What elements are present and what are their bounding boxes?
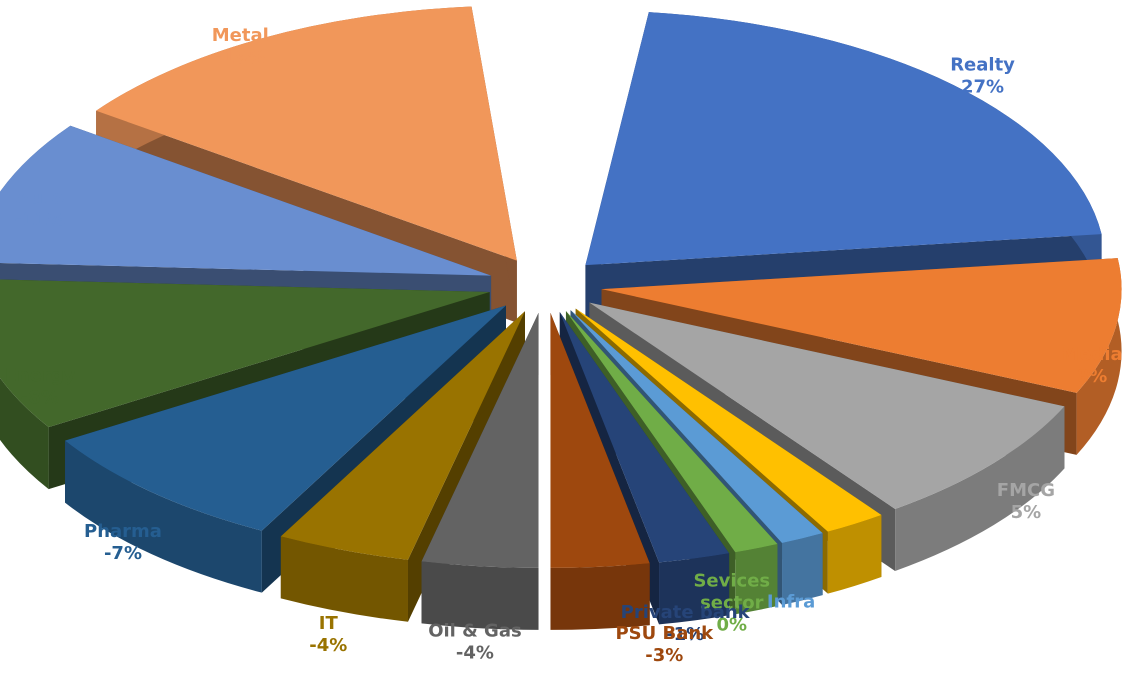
label-realty: Realty 27%	[950, 54, 1015, 97]
slice-oil-gas	[421, 312, 539, 630]
label-fmcg: FMCG 5%	[997, 480, 1055, 523]
slice-sevices-sector-rim	[735, 544, 778, 615]
label-it: IT -4%	[309, 613, 347, 656]
slice-oil-gas-rim	[421, 561, 539, 630]
label-oil-gas: Oil & Gas -4%	[428, 620, 522, 663]
slice-infra-rim	[782, 533, 823, 606]
slice-energy-top	[0, 279, 490, 428]
slice-psu-bank-rim	[550, 563, 650, 630]
slice-pharma-top	[65, 305, 506, 531]
slice-media-top	[601, 258, 1122, 393]
slice-psu-bank	[550, 312, 650, 630]
label-media: Media 8%	[1061, 344, 1122, 387]
label-metal: Metal -19%	[212, 25, 269, 68]
label-infra: Infra	[767, 592, 815, 613]
slice-it-rim	[280, 536, 408, 622]
label-psu-bank: PSU Bank -3%	[615, 623, 714, 666]
slice-pharma-rim	[65, 440, 262, 593]
slice-slice-3-rim	[827, 514, 882, 594]
slice-it-top	[280, 311, 525, 560]
slice-infra-top	[570, 310, 823, 544]
slice-fmcg-rim	[895, 406, 1065, 571]
slice-media-rim	[1076, 258, 1122, 455]
slice-slice-3-top	[575, 308, 882, 532]
label-private-bank: Private bank -1%	[621, 602, 751, 645]
label-sevices-sector: Sevices sector 0%	[693, 570, 770, 635]
slice-psu-bank-top	[550, 312, 650, 568]
label-auto: Auto -11%	[15, 188, 66, 231]
slice-fmcg-top	[589, 302, 1065, 509]
slice-private-bank-top	[559, 312, 730, 563]
pie-slices	[0, 6, 1122, 630]
label-energy: Energy -8%	[5, 365, 76, 408]
label-pharma: Pharma -7%	[84, 521, 162, 564]
slice-realty-top	[585, 12, 1102, 266]
slice-private-bank-rim	[659, 553, 730, 625]
slice-metal-top	[96, 6, 517, 261]
slice-energy-rim	[0, 377, 49, 490]
slice-oil-gas-top	[421, 312, 539, 568]
slice-auto-top	[0, 125, 492, 276]
slice-sevices-sector-top	[565, 311, 778, 553]
